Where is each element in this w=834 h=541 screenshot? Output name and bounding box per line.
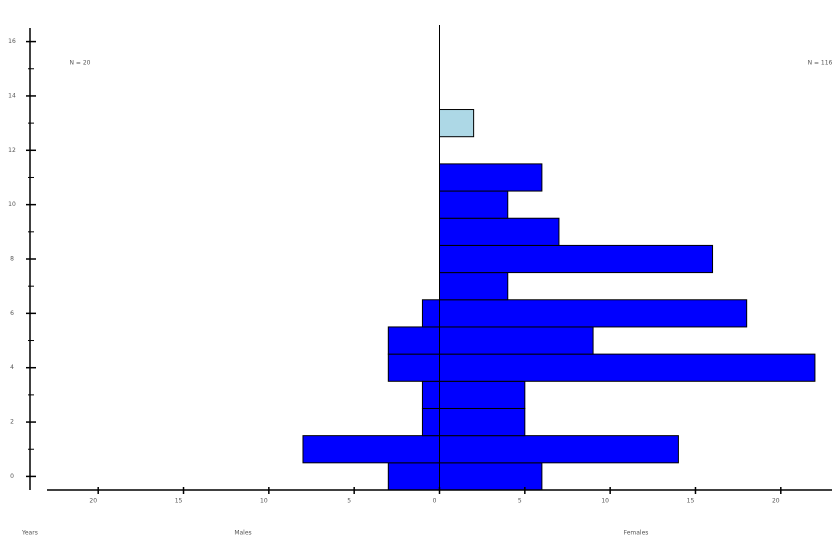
bar — [439, 353, 816, 382]
bar — [439, 435, 679, 464]
bar — [302, 435, 441, 464]
bar — [439, 462, 543, 491]
bar — [439, 326, 594, 355]
x-tick-label: 15 — [687, 498, 695, 505]
y-tick-label: 10 — [8, 201, 16, 208]
bar — [439, 217, 560, 246]
bar — [439, 244, 714, 274]
y-axis-label: Years — [21, 530, 38, 537]
bar — [421, 380, 441, 409]
x-tick-label: 5 — [518, 498, 522, 505]
y-tick-label: 12 — [8, 147, 16, 154]
x-tick-label: 0 — [433, 498, 437, 505]
right-label: Females — [624, 530, 649, 537]
bar — [421, 407, 441, 437]
bar — [387, 462, 441, 491]
bar — [439, 407, 526, 437]
y-tick-label: 14 — [8, 92, 16, 99]
x-tick-label: 15 — [175, 498, 183, 505]
bar — [439, 109, 475, 138]
x-tick-label: 10 — [260, 498, 268, 505]
y-tick-label: 6 — [10, 310, 14, 317]
x-tick-label: 20 — [772, 498, 780, 505]
y-tick-label: 8 — [10, 256, 14, 263]
x-tick-label: 20 — [89, 498, 97, 505]
bar — [387, 326, 441, 355]
y-tick-label: 0 — [10, 473, 14, 480]
bar — [439, 299, 748, 328]
right-n: N = 116 — [808, 60, 833, 67]
left-n: N = 20 — [70, 60, 91, 67]
x-tick-label: 5 — [347, 498, 351, 505]
x-tick-label: 10 — [601, 498, 609, 505]
bar — [439, 190, 509, 219]
bar — [387, 353, 441, 382]
bar — [439, 380, 526, 409]
left-label: Males — [234, 530, 251, 537]
bar — [439, 272, 509, 301]
bar — [421, 299, 441, 328]
y-tick-label: 4 — [10, 364, 14, 371]
y-tick-label: 16 — [8, 38, 16, 45]
bar — [439, 163, 543, 192]
y-tick-label: 2 — [10, 419, 14, 426]
